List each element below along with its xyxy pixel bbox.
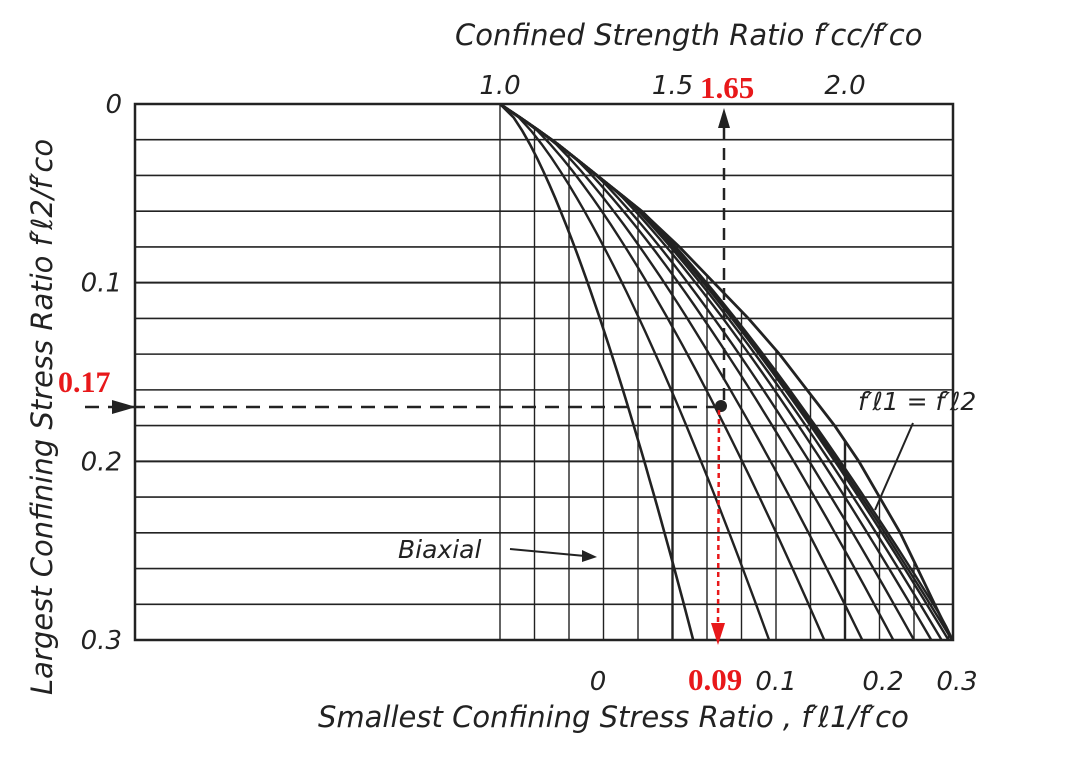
top-axis-ticks: 1.0 1.5 2.0 [479,71,865,101]
bottom-tick-label: 0.1 [755,667,796,697]
curve-family [499,102,954,641]
biaxial-curve [499,103,695,641]
left-axis-title: Largest Confining Stress Ratio f′ℓ2/f′co [25,139,59,695]
read-l1-arrowhead [711,623,725,645]
top-axis-title: Confined Strength Ratio f′cc/f′co [455,18,923,52]
left-tick-label: 0 [105,90,122,120]
biaxial-label: Biaxial [398,535,481,564]
intersection-point [715,400,727,412]
top-tick-label: 2.0 [824,71,865,101]
l1-curve [499,103,895,641]
l1-curve [499,103,933,641]
read-l1-dashed-line [716,409,721,626]
result-arrowhead [718,108,730,128]
envelope-label: f′ℓ1 = f′ℓ2 [858,387,976,416]
bottom-tick-label: 0.2 [862,667,903,697]
l1-curve [499,103,916,641]
bottom-axis-ticks: 0 0.1 0.2 0.3 [590,667,978,697]
left-tick-label: 0.1 [81,269,122,299]
top-tick-label: 1.5 [652,71,693,101]
read-l1-value: 0.09 [688,662,742,697]
l1-curve [499,103,771,641]
biaxial-pointer-arrowhead [582,550,597,562]
top-tick-label: 1.0 [479,71,520,101]
result-ratio-value: 1.65 [700,70,754,105]
input-arrowhead [112,400,136,414]
bottom-tick-label: 0.3 [936,667,977,697]
left-axis-ticks: 0 0.1 0.2 0.3 [81,90,122,656]
envelope-pointer [874,422,914,511]
l1-curve [499,103,826,641]
left-tick-label: 0.3 [81,626,122,656]
horizontal-gridlines [135,103,953,641]
bottom-axis-title: Smallest Confining Stress Ratio , f′ℓ1/f… [318,700,909,734]
bottom-tick-label: 0 [590,667,607,697]
input-l2-value: 0.17 [58,366,111,399]
envelope-curve [499,102,954,641]
plot-frame [133,102,955,642]
l1-curve [499,103,864,641]
left-tick-label: 0.2 [81,447,122,477]
biaxial-pointer [509,548,586,557]
